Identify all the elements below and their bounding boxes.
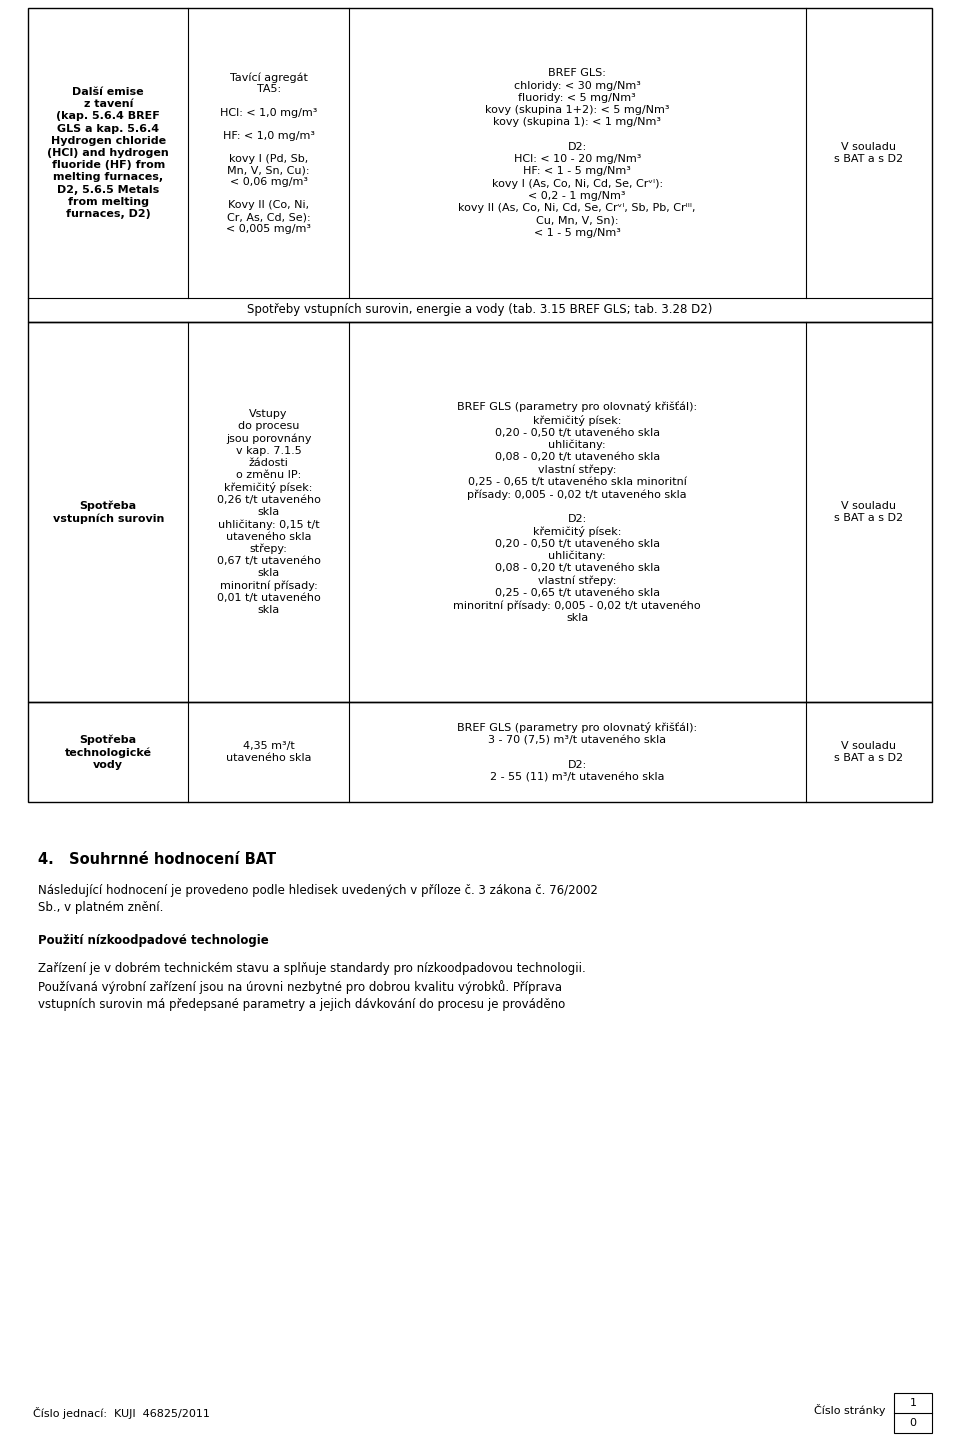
Text: V souladu
s BAT a s D2: V souladu s BAT a s D2 [834,501,903,523]
Text: Následující hodnocení je provedeno podle hledisek uvedených v příloze č. 3 zákon: Následující hodnocení je provedeno podle… [38,884,598,914]
Text: BREF GLS (parametry pro olovnatý křišťál):
3 - 70 (7,5) m³/t utaveného skla

D2:: BREF GLS (parametry pro olovnatý křišťál… [457,722,697,782]
Text: Použití nízkoodpadové technologie: Použití nízkoodpadové technologie [38,935,269,948]
Text: Další emise
z tavení
(kap. 5.6.4 BREF
GLS a kap. 5.6.4
Hydrogen chloride
(HCl) a: Další emise z tavení (kap. 5.6.4 BREF GL… [47,87,169,219]
Text: 4.   Souhrnné hodnocení BAT: 4. Souhrnné hodnocení BAT [38,852,276,867]
Text: V souladu
s BAT a s D2: V souladu s BAT a s D2 [834,142,903,164]
Bar [894,1392,932,1433]
Text: Spotřeby vstupních surovin, energie a vody (tab. 3.15 BREF GLS; tab. 3.28 D2): Spotřeby vstupních surovin, energie a vo… [248,303,712,316]
Text: Zařízení je v dobrém technickém stavu a splňuje standardy pro nízkoodpadovou tec: Zařízení je v dobrém technickém stavu a … [38,962,586,1011]
Text: Číslo stránky: Číslo stránky [814,1404,886,1416]
Text: BREF GLS (parametry pro olovnatý křišťál):
křemičitý písek:
0,20 - 0,50 t/t utav: BREF GLS (parametry pro olovnatý křišťál… [453,401,701,623]
Text: 4,35 m³/t
utaveného skla: 4,35 m³/t utaveného skla [226,740,311,764]
Bar [28,701,932,801]
Text: Tavící agregát
TA5:

HCl: < 1,0 mg/m³

HF: < 1,0 mg/m³

kovy I (Pd, Sb,
Mn, V, S: Tavící agregát TA5: HCl: < 1,0 mg/m³ HF:… [220,72,317,233]
Bar [28,322,932,701]
Text: BREF GLS:
chloridy: < 30 mg/Nm³
fluoridy: < 5 mg/Nm³
kovy (skupina 1+2): < 5 mg/: BREF GLS: chloridy: < 30 mg/Nm³ fluoridy… [459,68,696,238]
Text: V souladu
s BAT a s D2: V souladu s BAT a s D2 [834,740,903,764]
Text: Vstupy
do procesu
jsou porovnány
v kap. 7.1.5
žádosti
o změnu IP:
křemičitý píse: Vstupy do procesu jsou porovnány v kap. … [217,409,321,614]
Text: Číslo jednací:  KUJI  46825/2011: Číslo jednací: KUJI 46825/2011 [33,1407,210,1419]
Text: Spotřeba
vstupních surovin: Spotřeba vstupních surovin [53,500,164,523]
Text: 1: 1 [909,1398,917,1408]
Bar [28,9,932,322]
Text: 0: 0 [909,1419,917,1429]
Text: Spotřeba
technologické
vody: Spotřeba technologické vody [64,735,152,769]
